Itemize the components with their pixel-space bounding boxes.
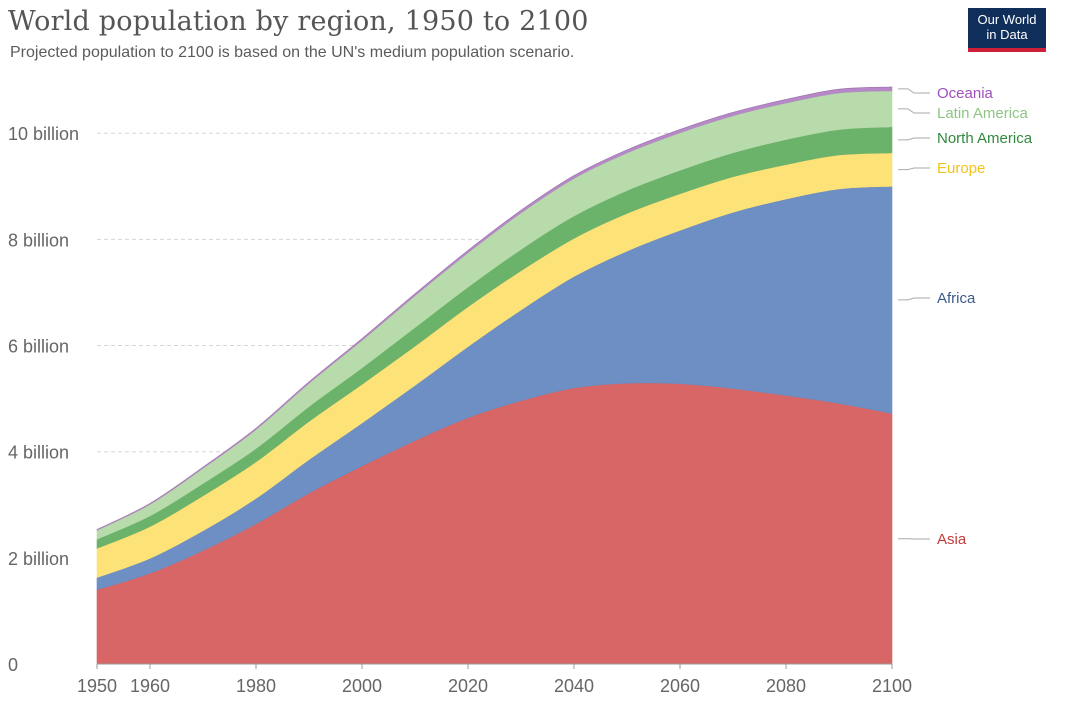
label-asia: Asia	[937, 531, 967, 548]
label-africa: Africa	[937, 290, 976, 307]
area-oceania-edge	[96, 86, 893, 530]
y-tick-label: 8 billion	[8, 230, 69, 250]
label-europe-leader	[898, 167, 930, 171]
owid-logo[interactable]: Our World in Data	[968, 8, 1046, 52]
x-tick-label: 2100	[872, 676, 912, 696]
label-latin-america-leader	[898, 108, 930, 114]
label-oceania-leader	[898, 88, 930, 94]
x-tick-label: 1950	[77, 676, 117, 696]
logo-line-1: Our World	[977, 12, 1037, 27]
x-tick-label: 2060	[660, 676, 700, 696]
chart-title: World population by region, 1950 to 2100	[8, 6, 589, 37]
label-north-america-leader	[898, 137, 930, 141]
logo-line-2: in Data	[986, 27, 1028, 42]
x-tick-label: 2020	[448, 676, 488, 696]
label-africa-leader	[898, 297, 930, 301]
label-oceania: Oceania	[937, 85, 994, 102]
x-tick-label: 1980	[236, 676, 276, 696]
y-tick-label: 0	[8, 655, 18, 675]
label-north-america: North America	[937, 130, 1033, 147]
y-tick-label: 4 billion	[8, 443, 69, 463]
y-tick-label: 6 billion	[8, 337, 69, 357]
chart-subtitle: Projected population to 2100 is based on…	[10, 44, 575, 61]
y-tick-label: 10 billion	[8, 124, 79, 144]
x-tick-label: 2080	[766, 676, 806, 696]
series-label-layer: Asia Africa Europe North America Latin Ameri…	[898, 85, 1033, 548]
x-tick-label: 2000	[342, 676, 382, 696]
axis-layer: 0 2 billion 4 billion 6 billion 8 billion 10 …	[8, 124, 912, 696]
x-tick-label: 2040	[554, 676, 594, 696]
area-layer	[96, 86, 893, 665]
label-latin-america: Latin America	[937, 105, 1029, 122]
area-oceania	[96, 86, 893, 531]
label-europe: Europe	[937, 160, 985, 177]
y-tick-label: 2 billion	[8, 549, 69, 569]
x-tick-label: 1960	[130, 676, 170, 696]
